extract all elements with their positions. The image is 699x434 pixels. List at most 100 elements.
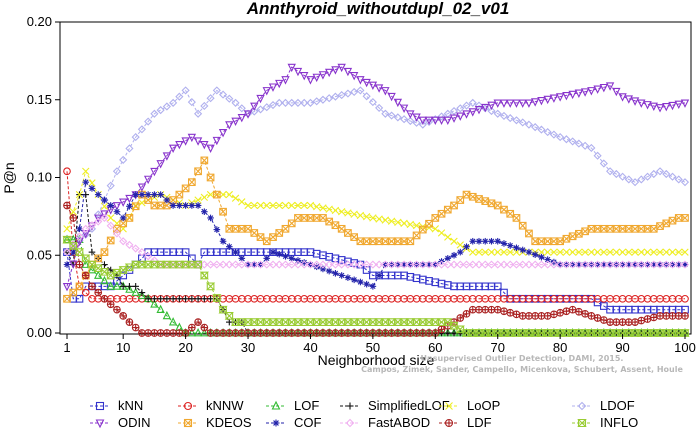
data-point: [506, 248, 514, 256]
data-point: [537, 125, 546, 134]
data-point: [656, 248, 664, 256]
data-point: [474, 106, 484, 115]
data-point: [399, 104, 409, 113]
data-point: [331, 92, 340, 101]
data-point: [531, 260, 540, 269]
data-point: [306, 76, 315, 85]
y-tick-label: 0.15: [27, 92, 52, 107]
data-point: [281, 224, 290, 233]
data-point: [187, 323, 196, 332]
data-point: [437, 116, 446, 125]
data-point: [187, 178, 196, 187]
data-point: [125, 194, 134, 204]
plot-frame: [59, 21, 692, 335]
data-point: [456, 248, 464, 256]
data-point: [350, 87, 359, 97]
data-point: [599, 316, 608, 324]
data-point: [151, 295, 158, 303]
data-point: [525, 229, 533, 238]
data-point: [319, 329, 327, 337]
data-point: [506, 308, 515, 317]
data-point: [350, 329, 359, 337]
data-point: [88, 248, 96, 256]
data-point: [387, 92, 396, 102]
data-point: [113, 224, 121, 233]
data-point: [556, 132, 565, 142]
data-point: [562, 234, 571, 243]
data-point: [437, 209, 446, 218]
data-point: [381, 109, 390, 118]
data-point: [362, 329, 371, 337]
data-point: [456, 196, 465, 204]
data-point: [474, 260, 484, 269]
data-point: [231, 260, 240, 269]
data-point: [443, 116, 452, 125]
data-point: [212, 86, 221, 95]
data-point: [549, 260, 558, 269]
data-point: [424, 260, 434, 269]
data-point: [69, 208, 77, 216]
data-point: [450, 201, 458, 210]
data-point: [331, 221, 340, 230]
data-point: [325, 94, 334, 103]
data-point: [556, 308, 565, 317]
data-point: [193, 137, 203, 146]
data-point: [225, 224, 234, 233]
data-point: [643, 260, 652, 269]
data-point: [318, 260, 328, 269]
data-point: [162, 310, 172, 320]
data-point: [562, 248, 571, 256]
data-point: [581, 141, 590, 150]
data-point: [156, 304, 165, 314]
data-point: [219, 190, 227, 199]
data-point: [244, 201, 252, 210]
chart-title: Annthyroid_withoutdupl_02_v01: [246, 0, 510, 18]
data-point: [387, 260, 396, 269]
data-point: [100, 210, 109, 219]
data-point: [662, 260, 671, 269]
data-point: [256, 94, 265, 104]
data-point: [62, 235, 72, 244]
data-point: [319, 204, 327, 212]
data-point: [181, 86, 190, 95]
data-point: [88, 282, 96, 291]
data-point: [668, 312, 677, 320]
data-point: [612, 318, 621, 326]
data-point: [331, 66, 340, 75]
data-point: [418, 120, 427, 129]
data-point: [481, 237, 489, 245]
data-point: [381, 216, 390, 224]
data-point: [75, 260, 84, 269]
data-point: [219, 237, 227, 245]
data-point: [500, 240, 508, 247]
data-point: [481, 260, 490, 269]
data-point: [144, 295, 152, 303]
data-point: [349, 72, 359, 81]
data-point: [412, 260, 421, 269]
data-point: [119, 237, 128, 246]
data-point: [281, 260, 290, 269]
data-point: [550, 248, 558, 256]
data-point: [69, 288, 78, 297]
data-point: [630, 97, 640, 106]
data-point: [587, 143, 596, 153]
data-point: [325, 329, 334, 337]
data-point: [568, 305, 577, 314]
data-point: [606, 260, 615, 269]
legend-item: LoOP: [439, 398, 500, 413]
data-point: [156, 329, 165, 337]
data-point: [494, 237, 502, 245]
data-point: [449, 260, 459, 269]
data-point: [506, 260, 515, 269]
data-point: [256, 201, 265, 210]
data-point: [362, 237, 371, 246]
data-point: [543, 95, 552, 105]
data-point: [411, 318, 422, 326]
data-point: [226, 318, 233, 326]
data-point: [368, 260, 377, 269]
data-point: [94, 270, 103, 279]
series-knnw: [63, 167, 689, 303]
data-point: [169, 329, 177, 337]
data-point: [487, 305, 496, 314]
